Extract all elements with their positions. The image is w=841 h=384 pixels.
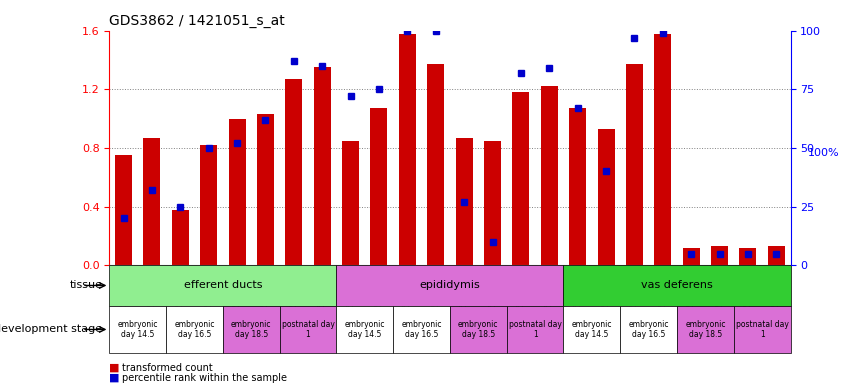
Text: embryonic
day 18.5: embryonic day 18.5: [685, 320, 726, 339]
Text: ■: ■: [109, 362, 119, 372]
FancyBboxPatch shape: [393, 306, 450, 353]
Text: ■: ■: [109, 373, 119, 383]
Bar: [115, 156, 132, 265]
FancyBboxPatch shape: [336, 265, 563, 306]
Text: postnatal day
1: postnatal day 1: [509, 320, 562, 339]
Bar: [739, 248, 756, 265]
FancyBboxPatch shape: [223, 306, 279, 353]
FancyBboxPatch shape: [109, 306, 166, 353]
Text: percentile rank within the sample: percentile rank within the sample: [122, 373, 287, 383]
Bar: [370, 108, 388, 265]
Y-axis label: 100%: 100%: [808, 148, 840, 158]
FancyBboxPatch shape: [563, 306, 620, 353]
Text: GDS3862 / 1421051_s_at: GDS3862 / 1421051_s_at: [109, 14, 285, 28]
Bar: [143, 138, 161, 265]
Text: epididymis: epididymis: [420, 280, 480, 290]
FancyBboxPatch shape: [677, 306, 733, 353]
Text: embryonic
day 16.5: embryonic day 16.5: [401, 320, 442, 339]
Bar: [314, 67, 331, 265]
Text: embryonic
day 14.5: embryonic day 14.5: [572, 320, 612, 339]
Text: postnatal day
1: postnatal day 1: [282, 320, 335, 339]
Text: postnatal day
1: postnatal day 1: [736, 320, 789, 339]
Bar: [569, 108, 586, 265]
Bar: [484, 141, 501, 265]
Text: tissue: tissue: [70, 280, 103, 290]
Bar: [285, 79, 302, 265]
Bar: [342, 141, 359, 265]
FancyBboxPatch shape: [450, 306, 506, 353]
Bar: [512, 92, 530, 265]
Text: vas deferens: vas deferens: [641, 280, 713, 290]
FancyBboxPatch shape: [109, 265, 336, 306]
Text: embryonic
day 14.5: embryonic day 14.5: [118, 320, 158, 339]
Bar: [229, 119, 246, 265]
FancyBboxPatch shape: [506, 306, 563, 353]
Text: development stage: development stage: [0, 324, 103, 334]
Text: embryonic
day 16.5: embryonic day 16.5: [628, 320, 669, 339]
FancyBboxPatch shape: [620, 306, 677, 353]
Bar: [200, 145, 217, 265]
FancyBboxPatch shape: [733, 306, 791, 353]
Bar: [597, 129, 615, 265]
Bar: [541, 86, 558, 265]
FancyBboxPatch shape: [563, 265, 791, 306]
Text: transformed count: transformed count: [122, 362, 213, 372]
Bar: [399, 34, 415, 265]
Bar: [257, 114, 274, 265]
FancyBboxPatch shape: [336, 306, 393, 353]
Bar: [683, 248, 700, 265]
FancyBboxPatch shape: [279, 306, 336, 353]
Bar: [768, 246, 785, 265]
Text: embryonic
day 18.5: embryonic day 18.5: [458, 320, 499, 339]
Bar: [172, 210, 188, 265]
Text: embryonic
day 14.5: embryonic day 14.5: [345, 320, 385, 339]
Bar: [456, 138, 473, 265]
Bar: [626, 65, 643, 265]
Bar: [711, 246, 728, 265]
Text: embryonic
day 18.5: embryonic day 18.5: [231, 320, 272, 339]
Text: embryonic
day 16.5: embryonic day 16.5: [174, 320, 214, 339]
Text: efferent ducts: efferent ducts: [183, 280, 262, 290]
Bar: [427, 65, 444, 265]
Bar: [654, 34, 671, 265]
FancyBboxPatch shape: [166, 306, 223, 353]
